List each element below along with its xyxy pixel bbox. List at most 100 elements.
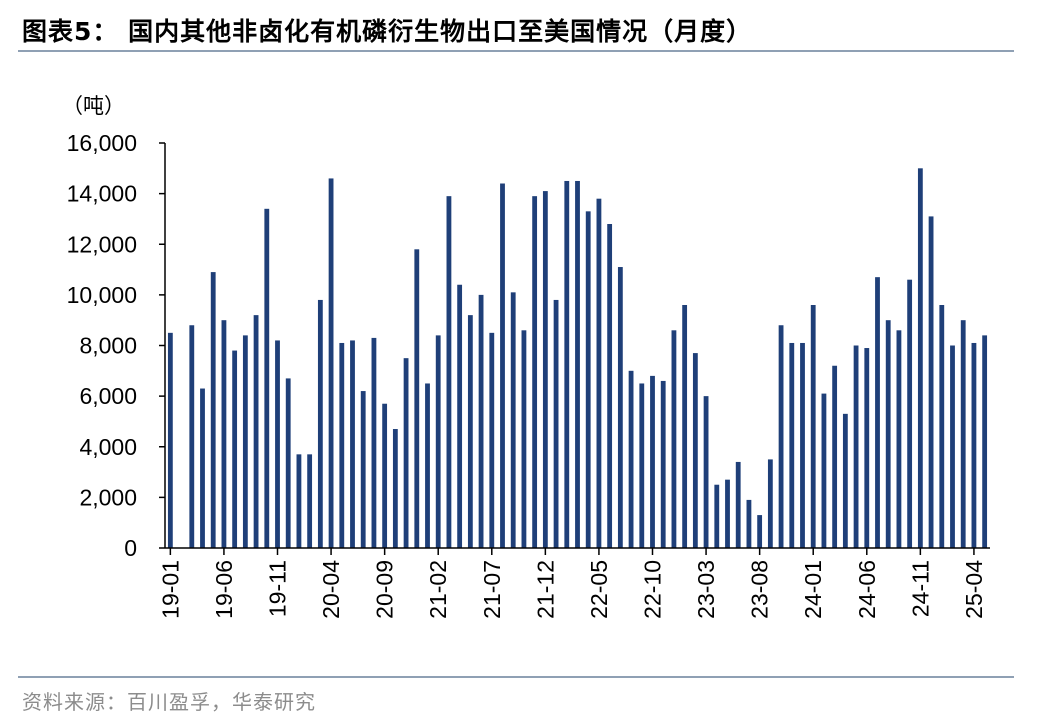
bar-20-12 [414, 249, 420, 548]
bar-20-06 [350, 340, 355, 548]
bar-24-12 [928, 216, 934, 548]
bar-22-03 [575, 180, 580, 548]
source-note: 资料来源：百川盈孚，华泰研究 [22, 690, 316, 714]
bar-25-05 [982, 335, 988, 549]
bar-24-02 [821, 393, 827, 548]
x-axis: 19-01 19-06 19-11 20-04 20-09 21-02 21-07 21-12… [157, 547, 990, 619]
bar-24-10 [907, 279, 913, 548]
x-tick-label: 20-09 [372, 560, 398, 619]
bar-19-07 [232, 350, 238, 548]
bar-21-12 [542, 191, 548, 548]
bar-24-01 [810, 305, 816, 548]
bar-22-04 [585, 211, 591, 548]
bar-20-05 [339, 342, 345, 548]
bar-24-11 [917, 168, 923, 548]
bar-23-11 [789, 342, 795, 548]
bar-19-08 [242, 335, 248, 549]
bar-21-06 [478, 294, 484, 549]
bar-20-08 [371, 337, 377, 548]
bar-19-04 [200, 388, 205, 548]
bar-22-01 [553, 299, 559, 548]
x-tick-label: 24-11 [907, 560, 933, 617]
y-tick-label: 8,000 [79, 333, 137, 359]
bar-21-03 [446, 196, 452, 548]
chart-title: 图表5： 国内其他非卤化有机磷衍生物出口至美国情况（月度） [22, 17, 753, 46]
x-tick-label: 21-07 [479, 560, 505, 619]
bar-23-02 [692, 353, 698, 548]
bar-21-04 [457, 284, 463, 548]
bar-23-07 [746, 499, 752, 548]
bar-19-01 [167, 332, 173, 548]
x-tick-label: 19-01 [157, 560, 183, 619]
bar-22-10 [650, 375, 655, 549]
bar-19-09 [253, 315, 259, 549]
bar-20-10 [392, 429, 398, 548]
y-tick-label: 10,000 [67, 282, 137, 308]
bar-21-08 [500, 183, 505, 548]
bar-20-09 [382, 403, 388, 548]
bar-chart: 0 2,000 4,000 6,000 8,000 10,000 12,000 14,000 1… [67, 130, 990, 619]
bar-25-04 [971, 342, 977, 548]
bars-group [167, 168, 988, 549]
bar-23-01 [682, 305, 688, 548]
x-tick-label: 22-05 [586, 560, 612, 619]
bar-20-07 [360, 391, 366, 548]
bar-24-04 [842, 413, 848, 548]
bar-20-03 [317, 299, 323, 548]
x-tick-label: 19-06 [211, 560, 237, 619]
bar-23-06 [735, 461, 741, 548]
bar-21-07 [489, 332, 495, 548]
bar-22-06 [607, 224, 613, 548]
bar-23-10 [778, 325, 784, 548]
bar-22-08 [628, 370, 634, 548]
bar-19-05 [210, 272, 216, 548]
bar-21-11 [532, 196, 538, 548]
bar-24-06 [864, 348, 870, 548]
x-tick-label: 23-08 [747, 560, 773, 619]
bar-22-09 [639, 383, 645, 548]
bar-21-10 [521, 330, 527, 548]
x-tick-label: 19-11 [265, 560, 291, 617]
bar-22-11 [660, 380, 666, 548]
bar-19-12 [285, 378, 291, 548]
bar-19-11 [275, 340, 280, 548]
x-tick-label: 25-04 [961, 560, 987, 619]
bar-19-06 [221, 320, 227, 548]
bar-22-02 [564, 180, 570, 548]
bar-21-02 [435, 335, 441, 549]
x-tick-label: 24-06 [854, 560, 880, 619]
y-tick-label: 0 [124, 535, 137, 561]
bar-23-09 [767, 459, 773, 548]
bar-24-08 [885, 320, 891, 548]
y-axis: 0 2,000 4,000 6,000 8,000 10,000 12,000 14,000 1… [67, 130, 166, 561]
y-tick-label: 2,000 [79, 484, 137, 510]
bar-23-03 [703, 396, 709, 549]
y-tick-label: 6,000 [79, 383, 137, 409]
bar-20-02 [307, 454, 313, 548]
bar-21-05 [467, 315, 473, 549]
bar-20-04 [328, 178, 334, 548]
bar-20-01 [296, 454, 302, 548]
bar-22-12 [671, 330, 677, 548]
title-divider [18, 50, 1014, 52]
bar-19-03 [189, 325, 195, 548]
y-axis-unit-label: （吨） [62, 94, 125, 118]
bar-21-01 [425, 383, 430, 548]
y-tick-label: 12,000 [67, 231, 137, 257]
y-tick-label: 16,000 [67, 130, 137, 156]
bar-23-04 [714, 484, 720, 548]
x-tick-label: 20-04 [318, 560, 344, 619]
y-tick-label: 14,000 [67, 181, 137, 207]
source-divider [18, 676, 1014, 678]
x-tick-label: 21-02 [425, 560, 451, 619]
bar-24-07 [875, 277, 880, 548]
bar-24-05 [853, 345, 859, 548]
bar-22-05 [596, 198, 602, 548]
x-tick-label: 21-12 [532, 560, 558, 619]
bar-19-10 [264, 208, 270, 548]
bar-25-01 [939, 305, 945, 548]
bar-20-11 [403, 358, 409, 548]
x-tick-label: 23-03 [693, 560, 719, 619]
bar-23-12 [800, 342, 805, 548]
bar-24-09 [896, 330, 902, 548]
